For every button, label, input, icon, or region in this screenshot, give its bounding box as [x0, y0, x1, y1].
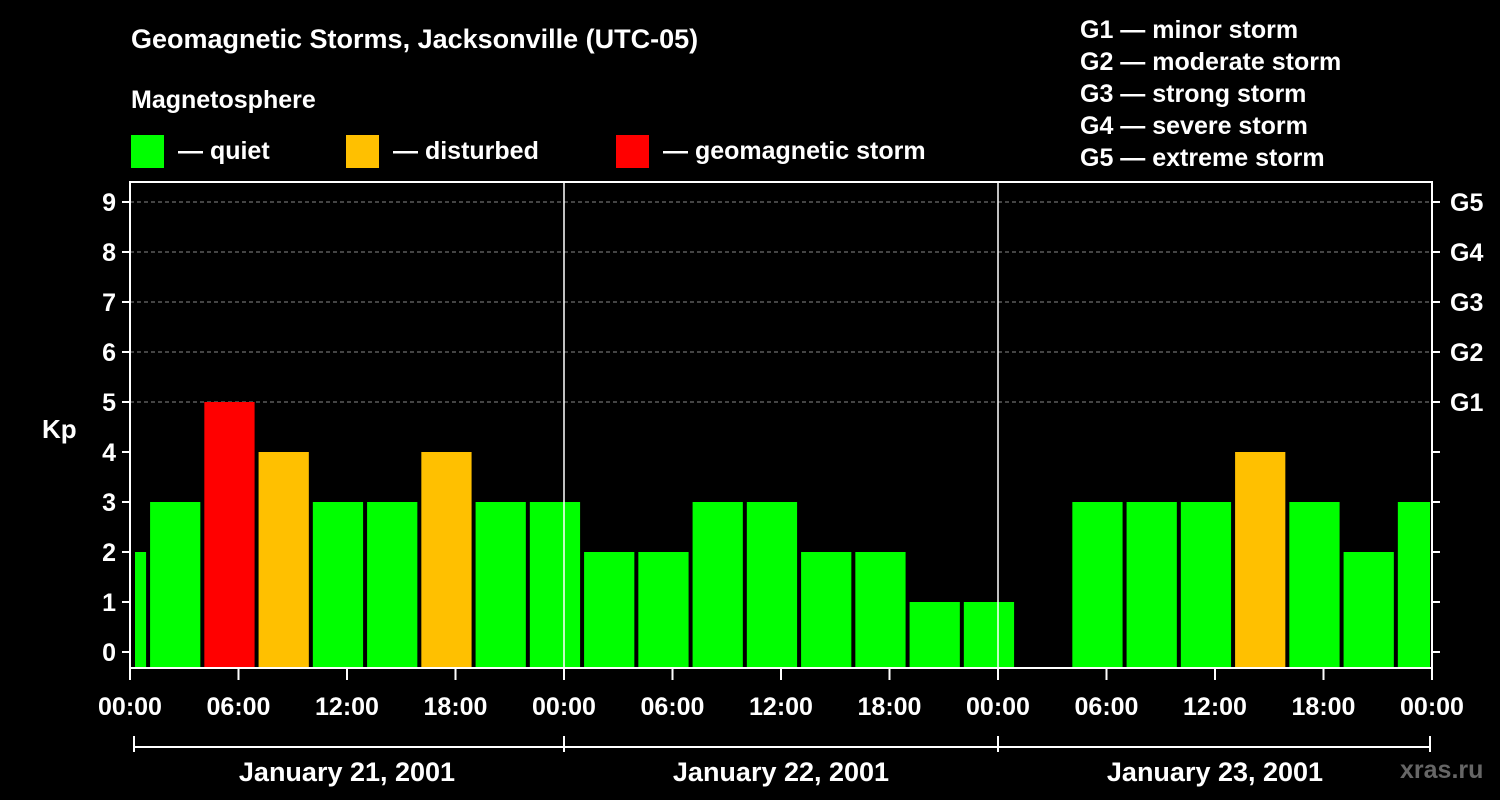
bar-12 [746, 502, 798, 668]
x-tick-label-0: 00:00 [98, 693, 162, 721]
bar-22 [1343, 552, 1394, 668]
g-label-g4: G4 [1450, 239, 1483, 267]
x-tick-label-2: 12:00 [315, 693, 379, 721]
bar-11 [692, 502, 743, 668]
y-tick-label-3: 3 [102, 489, 116, 517]
legend-item-quiet: — quiet [131, 134, 270, 168]
bar-17 [1072, 502, 1123, 668]
y-tick-label-7: 7 [102, 289, 116, 317]
day-label-2: January 23, 2001 [1107, 757, 1323, 787]
x-tick-label-7: 18:00 [858, 693, 922, 721]
legend-swatch-disturbed [346, 134, 379, 168]
bar-4 [312, 502, 364, 668]
bar-0 [135, 552, 147, 668]
g-label-g5: G5 [1450, 189, 1483, 217]
g-scale-item-g5: G5 — extreme storm [1080, 144, 1325, 172]
x-tick-label-6: 12:00 [749, 693, 813, 721]
y-tick-label-9: 9 [102, 189, 116, 217]
chart-title: Geomagnetic Storms, Jacksonville (UTC-05… [131, 24, 699, 54]
bar-8 [529, 502, 581, 668]
bar-10 [638, 552, 689, 668]
legend-item-disturbed: — disturbed [346, 134, 539, 168]
g-scale-item-g3: G3 — strong storm [1080, 80, 1307, 108]
bar-2 [204, 402, 255, 668]
y-tick-label-1: 1 [102, 589, 116, 617]
g-label-g1: G1 [1450, 389, 1483, 417]
x-tick-label-12: 00:00 [1400, 693, 1464, 721]
g-scale-item-g2: G2 — moderate storm [1080, 48, 1342, 76]
legend-item-storm: — geomagnetic storm [616, 134, 926, 168]
x-tick-label-10: 12:00 [1183, 693, 1247, 721]
bar-14 [855, 552, 906, 668]
y-tick-label-8: 8 [102, 239, 116, 267]
x-tick-label-11: 18:00 [1292, 693, 1356, 721]
legend-heading: Magnetosphere [131, 86, 316, 114]
x-tick-label-8: 00:00 [966, 693, 1030, 721]
x-tick-label-3: 18:00 [424, 693, 488, 721]
bar-18 [1126, 502, 1177, 668]
g-scale-legend: G1 — minor storm G2 — moderate storm G3 … [1080, 14, 1341, 174]
bar-20 [1235, 452, 1286, 668]
y-tick-label-5: 5 [102, 389, 116, 417]
bar-9 [584, 552, 635, 668]
bar-15 [909, 602, 960, 668]
x-tick-label-4: 00:00 [532, 693, 596, 721]
legend-label-disturbed: — disturbed [393, 136, 539, 165]
bar-1 [150, 502, 201, 668]
legend-swatch-quiet [131, 134, 164, 168]
bar-19 [1180, 502, 1232, 668]
legend-label-quiet: — quiet [178, 136, 270, 165]
x-tick-label-5: 06:00 [641, 693, 705, 721]
g-label-g2: G2 [1450, 339, 1483, 367]
bar-16 [963, 602, 1015, 668]
bar-23 [1397, 502, 1430, 668]
x-tick-label-9: 06:00 [1075, 693, 1139, 721]
legend-swatch-storm [616, 134, 649, 168]
y-tick-label-6: 6 [102, 339, 116, 367]
bar-7 [475, 502, 526, 668]
g-label-g3: G3 [1450, 289, 1483, 317]
bar-3 [258, 452, 309, 668]
bar-6 [421, 452, 472, 668]
legend-label-storm: — geomagnetic storm [663, 136, 926, 165]
day-label-0: January 21, 2001 [239, 757, 455, 787]
y-tick-label-0: 0 [102, 639, 116, 667]
y-tick-label-4: 4 [102, 439, 116, 467]
watermark: xras.ru [1400, 756, 1484, 784]
g-scale-item-g1: G1 — minor storm [1080, 16, 1299, 44]
y-axis-label: Kp [42, 414, 77, 444]
bar-13 [801, 552, 852, 668]
g-scale-item-g4: G4 — severe storm [1080, 112, 1308, 140]
y-tick-label-2: 2 [102, 539, 116, 567]
bar-5 [367, 502, 418, 668]
x-tick-label-1: 06:00 [207, 693, 271, 721]
bar-21 [1289, 502, 1340, 668]
day-label-1: January 22, 2001 [673, 757, 889, 787]
